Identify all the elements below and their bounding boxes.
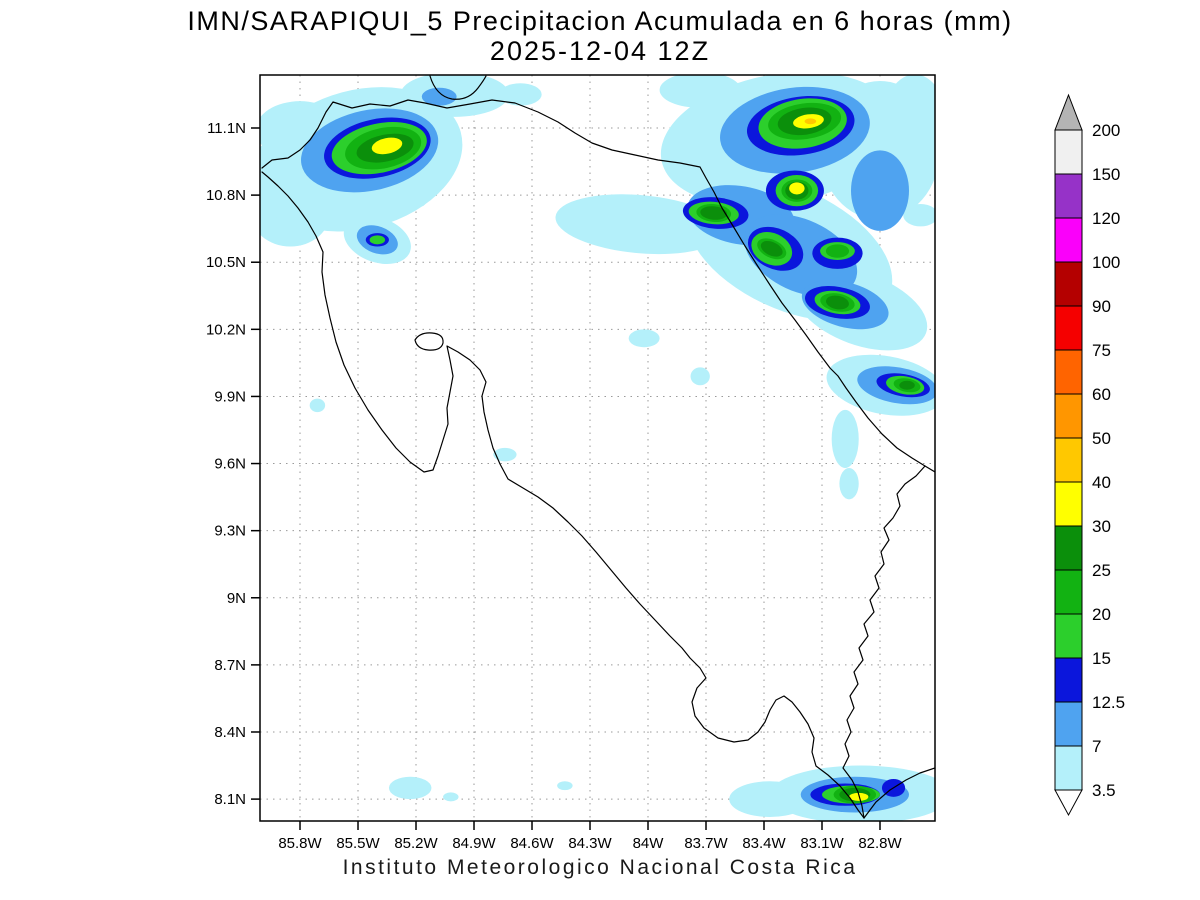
colorbar-segment [1054, 525, 1083, 571]
lat-tick-label: 11.1N [207, 120, 246, 137]
colorbar-tick-label: 120 [1092, 209, 1120, 228]
lat-tick-label: 9.9N [214, 388, 246, 405]
colorbar-tick-label: 40 [1092, 473, 1111, 492]
colorbar-segment [1054, 481, 1083, 527]
colorbar-tick-label: 30 [1092, 517, 1111, 536]
precip-cell [659, 75, 741, 108]
lon-tick-label: 85.5W [336, 835, 380, 852]
lat-tick-label: 8.4N [214, 724, 246, 741]
colorbar-segment [1054, 437, 1083, 483]
precip-cell [499, 83, 542, 106]
colorbar-segment [1054, 569, 1083, 615]
coastline [261, 171, 865, 819]
precip-cell [831, 409, 859, 469]
colorbar-tick-label: 25 [1092, 561, 1111, 580]
lon-tick-label: 83.4W [742, 835, 786, 852]
precip-cell [369, 235, 386, 245]
colorbar-tick-label: 3.5 [1092, 781, 1116, 800]
lat-tick-label: 10.5N [206, 254, 246, 271]
lon-tick-label: 83.7W [684, 835, 728, 852]
precip-cell [260, 143, 285, 225]
colorbar-tick-label: 200 [1092, 121, 1120, 140]
precip-cell [825, 244, 850, 258]
colorbar-segment [1054, 305, 1083, 351]
map-frame [259, 74, 936, 822]
lat-tick-label: 9.3N [214, 523, 246, 540]
lon-tick-label: 82.8W [858, 835, 902, 852]
precip-cell [309, 398, 326, 413]
chart-subtitle-datetime: 2025-12-04 12Z [489, 36, 711, 66]
precip-cell [555, 194, 726, 255]
colorbar-segment [1054, 393, 1083, 439]
colorbar-tick-label: 100 [1092, 253, 1120, 272]
colorbar-segment [1054, 129, 1083, 175]
colorbar-segment [1054, 745, 1083, 791]
lon-tick-label: 84W [633, 835, 665, 852]
colorbar-segment [1054, 349, 1083, 395]
precip-cell [849, 792, 869, 801]
colorbar-tick-label: 60 [1092, 385, 1111, 404]
colorbar-tick-label: 150 [1092, 165, 1120, 184]
precip-cell [903, 204, 935, 227]
colorbar-segment [1054, 657, 1083, 703]
precip-cell [851, 150, 909, 231]
lon-tick-label: 83.1W [800, 835, 844, 852]
colorbar-tick-label: 50 [1092, 429, 1111, 448]
lon-tick-label: 84.6W [510, 835, 554, 852]
chart-title: IMN/SARAPIQUI_5 Precipitacion Acumulada … [187, 6, 1013, 36]
precip-cell [883, 75, 935, 164]
lon-tick-label: 85.2W [394, 835, 438, 852]
precip-cell [414, 161, 430, 207]
precip-cell [628, 329, 660, 348]
lon-tick-label: 84.3W [568, 835, 612, 852]
colorbar-segment [1054, 701, 1083, 747]
precip-cell [557, 781, 573, 791]
precip-cell [690, 367, 710, 386]
precip-cell [443, 792, 459, 802]
precip-cell [899, 380, 915, 390]
colorbar-tick-label: 75 [1092, 341, 1111, 360]
precip-cell [825, 295, 849, 310]
precip-cell [839, 468, 859, 500]
precip-cell [804, 118, 817, 125]
precip-cell [493, 447, 517, 462]
colorbar-tick-label: 90 [1092, 297, 1111, 316]
colorbar-tick-label: 12.5 [1092, 693, 1125, 712]
colorbar-tick-label: 20 [1092, 605, 1111, 624]
lat-tick-label: 9.6N [214, 456, 246, 473]
precip-cell [789, 182, 805, 195]
footer-caption: Instituto Meteorologico Nacional Costa R… [342, 856, 858, 879]
precip-cell [700, 206, 728, 220]
coastline [863, 767, 935, 819]
colorbar-segment [1054, 173, 1083, 219]
lon-tick-label: 85.8W [278, 835, 322, 852]
precip-cell [371, 137, 403, 155]
lat-tick-label: 10.2N [206, 321, 246, 338]
lat-tick-label: 8.1N [214, 791, 246, 808]
lat-tick-label: 9N [227, 590, 246, 607]
precip-cell [729, 781, 811, 817]
coastline [429, 75, 487, 100]
colorbar-segment [1054, 217, 1083, 263]
colorbar-segment [1054, 613, 1083, 659]
precip-cell [421, 87, 457, 106]
precip-cell [388, 776, 432, 800]
lat-tick-label: 10.8N [206, 187, 246, 204]
lat-tick-label: 8.7N [214, 657, 246, 674]
colorbar-arrow-bottom [1054, 789, 1083, 817]
colorbar-segment [1054, 261, 1083, 307]
coastline [414, 332, 444, 351]
colorbar-tick-label: 7 [1092, 737, 1101, 756]
lon-tick-label: 84.9W [452, 835, 496, 852]
colorbar-tick-label: 15 [1092, 649, 1111, 668]
colorbar-arrow-top [1054, 93, 1083, 131]
coastline [842, 465, 926, 819]
coastline [261, 99, 935, 473]
precip-cell [760, 240, 783, 257]
